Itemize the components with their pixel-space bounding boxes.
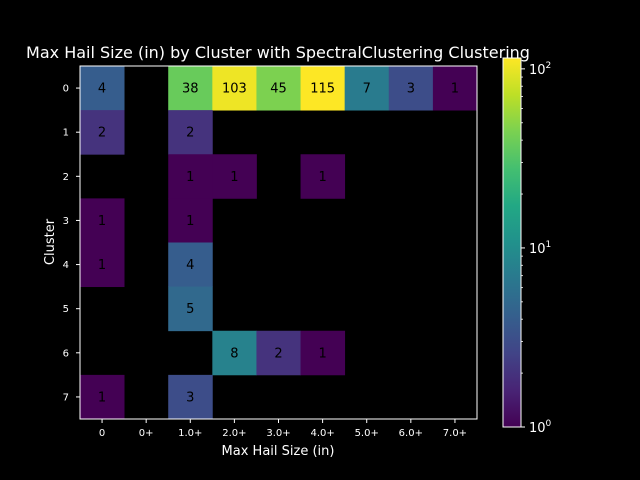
cell-value-label: 1 xyxy=(186,170,194,185)
x-axis-ticks: 0 0+ 1.0+ 2.0+ 3.0+ 4.0+ 5.0+ 6.0+ 7.0+ xyxy=(99,419,467,439)
cell-value-label: 1 xyxy=(318,346,326,361)
x-axis-label: Max Hail Size (in) xyxy=(222,444,335,459)
heatmap-cell xyxy=(80,198,125,243)
cell-value-label: 1 xyxy=(451,82,459,97)
colorbar-ticks: 100 101 102 xyxy=(521,61,552,436)
y-axis-ticks: 0 1 2 3 4 5 6 7 xyxy=(63,84,80,403)
heatmap-cell xyxy=(432,66,478,111)
y-tick-label: 1 xyxy=(63,128,69,139)
y-tick-label: 3 xyxy=(63,216,69,227)
colorbar: 100 101 102 xyxy=(502,57,552,436)
cell-value-label: 4 xyxy=(186,258,194,273)
heatmap-cell xyxy=(80,374,125,420)
cell-value-label: 7 xyxy=(363,82,371,97)
x-tick-label: 3.0+ xyxy=(266,428,290,439)
y-tick-label: 2 xyxy=(63,172,69,183)
heatmap-cell xyxy=(80,242,125,288)
chart-title: Max Hail Size (in) by Cluster with Spect… xyxy=(26,43,530,62)
cell-value-label: 2 xyxy=(186,126,194,141)
heatmap-cell xyxy=(168,110,213,155)
y-axis-label: Cluster xyxy=(43,218,58,265)
cell-value-label: 1 xyxy=(98,258,106,273)
cell-value-label: 3 xyxy=(407,82,415,97)
cell-value-label: 3 xyxy=(186,390,194,405)
x-tick-label: 6.0+ xyxy=(399,428,423,439)
heatmap-cell xyxy=(256,66,301,111)
x-tick-label: 1.0+ xyxy=(178,428,202,439)
colorbar-gradient xyxy=(503,58,521,427)
heatmap-cell xyxy=(168,66,213,111)
heatmap-cell xyxy=(168,242,213,288)
heatmap-cell xyxy=(212,66,257,111)
heatmap-cell xyxy=(168,374,213,420)
heatmap-cell xyxy=(344,66,390,111)
heatmap-cell xyxy=(300,66,346,111)
cell-value-label: 1 xyxy=(98,390,106,405)
heatmap-cell xyxy=(388,66,434,111)
x-tick-label: 4.0+ xyxy=(310,428,334,439)
heatmap-cell xyxy=(212,154,257,199)
colorbar-frame xyxy=(502,57,522,428)
heatmap-cell xyxy=(300,330,346,376)
cell-value-label: 115 xyxy=(310,82,335,97)
x-tick-label: 0 xyxy=(99,428,105,439)
heatmap-cell xyxy=(80,66,125,111)
x-tick-label: 7.0+ xyxy=(443,428,467,439)
cell-value-label: 1 xyxy=(98,214,106,229)
heatmap-cell xyxy=(212,330,257,376)
cell-value-label: 38 xyxy=(182,82,199,97)
cell-value-label: 5 xyxy=(186,302,194,317)
y-tick-label: 4 xyxy=(63,260,69,271)
y-tick-label: 7 xyxy=(63,392,69,403)
cell-value-label: 45 xyxy=(270,82,287,97)
x-tick-label: 5.0+ xyxy=(355,428,379,439)
x-tick-label: 2.0+ xyxy=(222,428,246,439)
x-tick-label: 0+ xyxy=(139,428,154,439)
cell-value-label: 2 xyxy=(274,346,282,361)
heatmap-cell-labels: 4 38 103 45 115 7 3 12 21 1 11 11 458 2 11 3 xyxy=(98,82,459,406)
colorbar-tick-label: 101 xyxy=(529,240,551,257)
cell-value-label: 2 xyxy=(98,126,106,141)
heatmap-cells xyxy=(80,66,478,420)
heatmap-cell xyxy=(300,154,346,199)
colorbar-tick-label: 100 xyxy=(529,419,552,436)
y-tick-label: 5 xyxy=(63,304,69,315)
heatmap-cell xyxy=(168,286,213,332)
cell-value-label: 4 xyxy=(98,82,106,97)
y-tick-label: 0 xyxy=(63,84,69,95)
heatmap-cell xyxy=(256,330,301,376)
cell-value-label: 1 xyxy=(230,170,238,185)
heatmap-cell xyxy=(168,154,213,199)
heatmap-cell xyxy=(168,198,213,243)
heatmap-cell xyxy=(80,110,125,155)
cell-value-label: 1 xyxy=(318,170,326,185)
y-tick-label: 6 xyxy=(63,348,69,359)
colorbar-tick-label: 102 xyxy=(529,61,551,78)
cell-value-label: 8 xyxy=(230,346,238,361)
cell-value-label: 103 xyxy=(222,82,247,97)
cell-value-label: 1 xyxy=(186,214,194,229)
